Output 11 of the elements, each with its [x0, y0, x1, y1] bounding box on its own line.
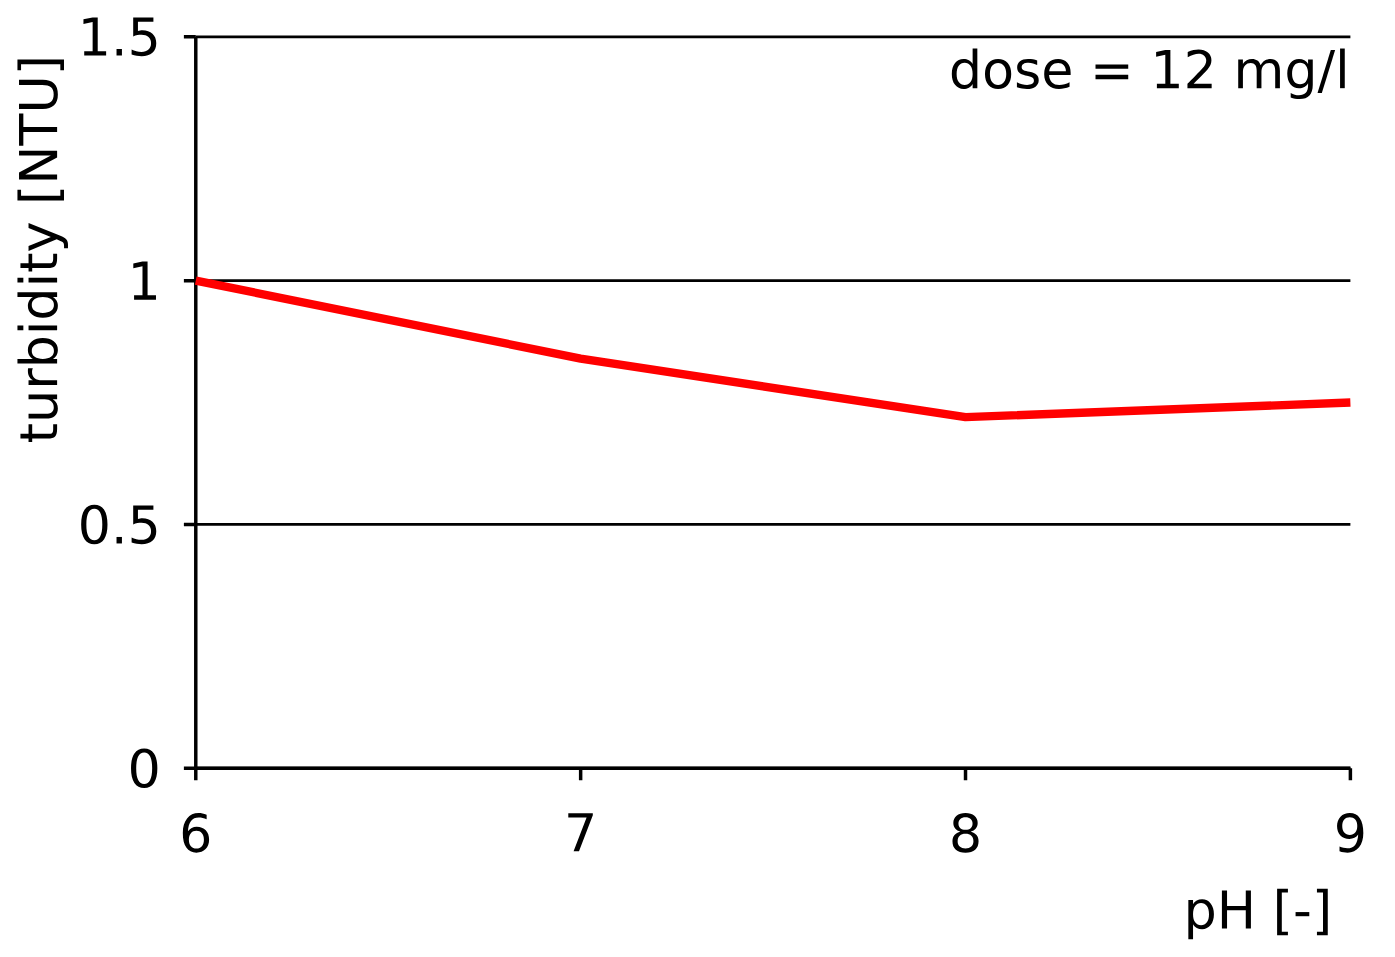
y-tick-label: 0.5: [81, 504, 157, 545]
y-tick-label: 1: [133, 261, 156, 300]
x-tick-label: 6: [182, 813, 210, 853]
y-axis-title: turbidity [NTU]: [17, 59, 68, 443]
y-tick-label: 1.5: [83, 17, 157, 57]
x-tick-label: 7: [568, 813, 593, 852]
x-tick-label: 9: [1337, 813, 1364, 853]
x-tick-label: 8: [952, 813, 979, 853]
y-tick-label: 0: [131, 748, 158, 789]
annotation: dose = 12 mg/l: [951, 48, 1345, 100]
x-axis-title: pH [-]: [1188, 888, 1328, 940]
